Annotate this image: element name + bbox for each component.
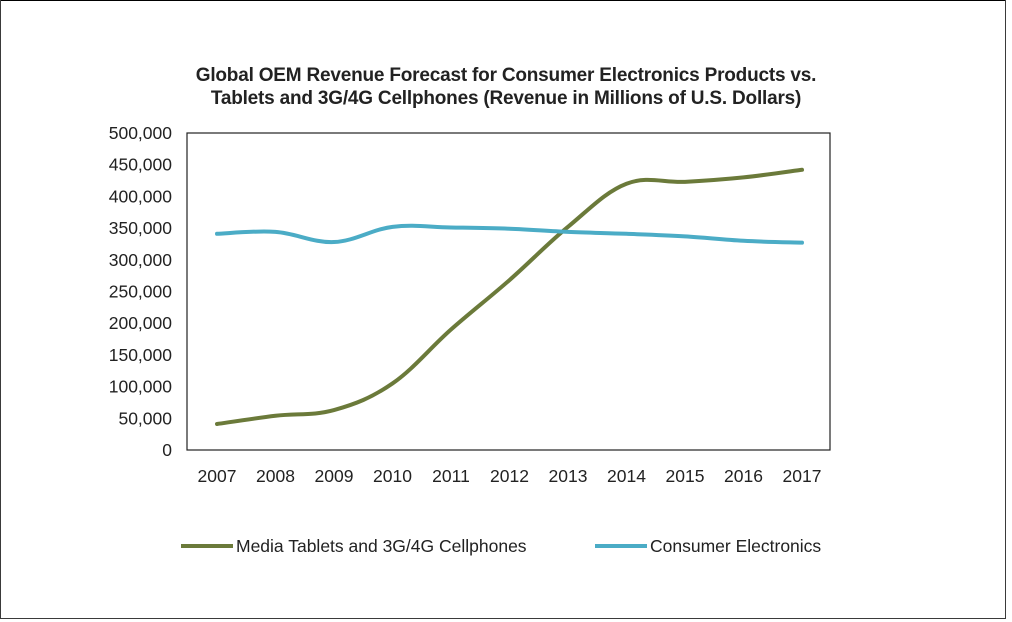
x-tick-label: 2012 (490, 466, 529, 486)
y-axis-tick-labels: 0 50,000 100,000 150,000 200,000 250,000 300,0… (109, 123, 173, 460)
x-tick-label: 2008 (256, 466, 295, 486)
y-tick-label: 300,000 (109, 250, 173, 270)
series-line-2 (215, 223, 804, 245)
x-tick-label: 2015 (666, 466, 705, 486)
x-tick-label: 2013 (549, 466, 588, 486)
y-tick-label: 100,000 (109, 377, 173, 397)
plot-area-border (186, 132, 831, 451)
y-tick-label: 0 (162, 440, 172, 460)
x-tick-label: 2009 (315, 466, 354, 486)
x-tick-label: 2017 (783, 466, 822, 486)
y-tick-label: 50,000 (118, 408, 172, 428)
chart-title-line-2: Tablets and 3G/4G Cellphones (Revenue in… (210, 88, 802, 109)
y-tick-label: 500,000 (109, 123, 173, 143)
y-tick-label: 200,000 (109, 313, 173, 333)
y-tick-label: 400,000 (109, 186, 173, 206)
x-tick-label: 2016 (724, 466, 763, 486)
x-tick-label: 2007 (198, 466, 237, 486)
legend: Media Tablets and 3G/4G Cellphones Consum… (181, 536, 821, 556)
series-lines (215, 167, 804, 427)
y-tick-label: 150,000 (109, 345, 173, 365)
x-tick-label: 2010 (373, 466, 412, 486)
series-line-1 (215, 167, 804, 427)
y-tick-label: 450,000 (109, 155, 173, 175)
y-tick-label: 350,000 (109, 218, 173, 238)
legend-label-2: Consumer Electronics (650, 536, 821, 556)
x-tick-label: 2014 (607, 466, 646, 486)
legend-label-1: Media Tablets and 3G/4G Cellphones (236, 536, 527, 556)
x-tick-label: 2011 (432, 466, 470, 486)
chart-title-line-1: Global OEM Revenue Forecast for Consumer… (195, 65, 817, 86)
y-tick-label: 250,000 (109, 282, 173, 302)
x-axis-tick-labels: 2007 2008 2009 2010 2011 2012 2013 2014 2015 2016… (198, 466, 822, 486)
